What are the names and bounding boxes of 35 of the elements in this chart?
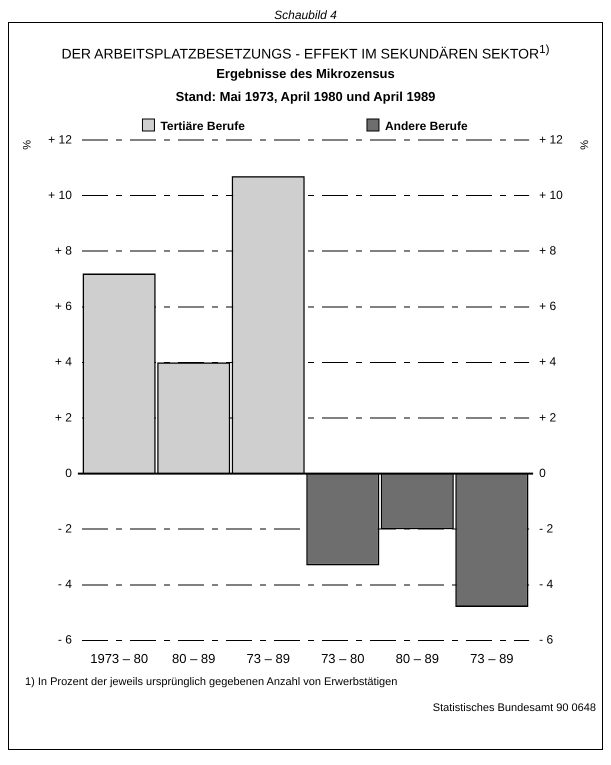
y-tick-label: 0	[65, 466, 72, 480]
y-tick-label: - 6	[58, 632, 72, 646]
y-tick-label: - 4	[58, 576, 72, 591]
x-tick-label: 73 – 80	[321, 650, 364, 666]
chart-title: DER ARBEITSPLATZBESETZUNGS - EFFEKT IM SEKUNDÄREN SEKTOR$^{1)}$	[60, 43, 550, 62]
text: Statistisches Bundesamt 90 0648	[432, 702, 596, 714]
y2-tick-label: 0	[539, 466, 546, 480]
y2-tick-label: + 6	[539, 298, 556, 313]
x-tick-label: 73 – 89	[470, 650, 514, 666]
y-tick-label: - 2	[58, 521, 72, 536]
y2-tick-label: + 2	[539, 410, 556, 424]
y-tick-label: + 10	[48, 188, 72, 202]
x-tick-label: 1973 – 80	[90, 650, 148, 666]
y-axis-title: %	[22, 139, 34, 150]
chart-subtitle: Ergebnisse des Mikrozensus Stand: Mai 1973, April 1980 und April 1989	[174, 66, 436, 104]
y2-tick-label: + 8	[539, 243, 556, 258]
y-tick-label: + 2	[54, 410, 72, 424]
text: Schaubild 4	[273, 8, 338, 22]
x-tick-label: 80 – 89	[396, 650, 439, 666]
y2-tick-label: - 4	[539, 576, 554, 591]
x-tick-label: 73 – 89	[246, 650, 290, 666]
y-tick-label: + 12	[48, 132, 72, 146]
y2-tick-label: + 10	[539, 188, 564, 202]
y2-tick-label: - 2	[539, 521, 554, 536]
y-tick-label: + 4	[54, 354, 72, 368]
legend-label: Tertiäre Berufe	[160, 118, 246, 133]
x-tick-label: 80 – 89	[172, 650, 216, 666]
y-tick-label: + 6	[54, 298, 72, 313]
y2-tick-label: + 12	[539, 132, 564, 146]
text: 1) In Prozent der jeweils ursprünglich gegebenen Anzahl von Erwerbstätigen	[25, 676, 398, 688]
legend-label: Andere Berufe	[384, 118, 468, 133]
y2-tick-label: - 6	[539, 632, 554, 646]
y2-axis-title: %	[577, 140, 590, 150]
y-tick-label: + 8	[54, 243, 72, 258]
y2-tick-label: + 4	[539, 354, 556, 368]
